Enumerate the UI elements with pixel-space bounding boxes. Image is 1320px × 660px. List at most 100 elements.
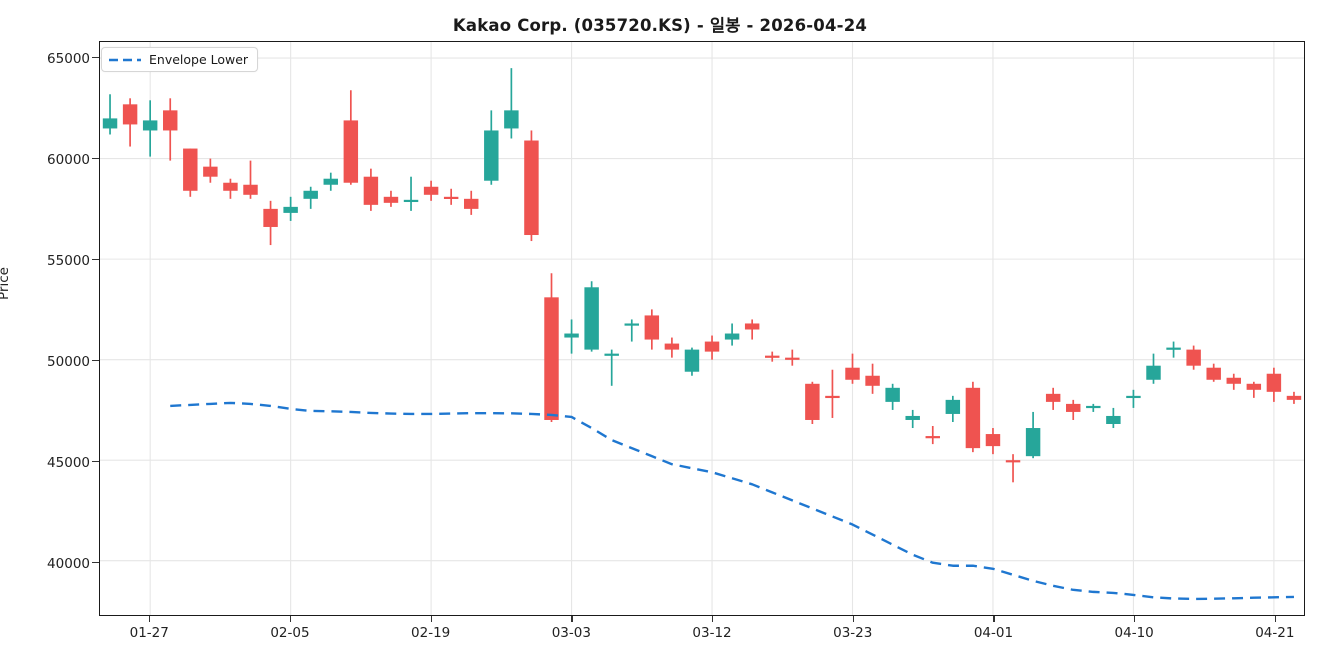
candlestick	[684, 347, 700, 376]
candlestick	[323, 172, 338, 191]
page-title: Kakao Corp. (035720.KS) - 일봉 - 2026-04-2…	[452, 16, 868, 35]
candlestick	[1086, 403, 1101, 412]
candlestick	[825, 369, 840, 418]
candlestick	[604, 349, 619, 386]
candlestick	[403, 176, 419, 211]
candlestick	[504, 68, 519, 139]
y-tick-label: 55000	[47, 252, 90, 269]
candlestick	[624, 319, 639, 342]
legend[interactable]: Envelope Lower	[101, 47, 259, 72]
candlestick	[945, 395, 961, 422]
x-tick-mark	[430, 616, 432, 622]
x-tick-label: 03-12	[692, 625, 732, 641]
legend-item-label: Envelope Lower	[149, 52, 249, 67]
candlestick	[1286, 391, 1302, 404]
candlestick	[845, 353, 860, 384]
envelope-lower-line	[170, 401, 1294, 601]
x-tick-mark	[289, 616, 292, 622]
candlestick	[343, 90, 359, 185]
candlestick	[905, 409, 920, 429]
candlestick	[1106, 407, 1121, 429]
candlestick	[925, 426, 940, 445]
candlestick	[724, 323, 740, 346]
candlestick	[524, 130, 539, 242]
candlestick	[664, 337, 680, 358]
candlestick-series	[102, 68, 1302, 601]
candlestick	[223, 178, 238, 199]
candlestick	[484, 110, 499, 185]
y-tick-mark	[92, 561, 99, 563]
candlestick	[363, 168, 379, 211]
candlestick	[122, 98, 138, 147]
x-tick-label: 02-05	[270, 625, 310, 641]
y-tick-label: 65000	[47, 51, 90, 68]
candlestick	[1166, 341, 1181, 358]
candlestick	[785, 349, 800, 366]
gridlines	[100, 42, 1304, 615]
y-tick-mark	[92, 359, 99, 361]
candlestick	[865, 363, 880, 394]
candlestick	[464, 190, 479, 215]
x-tick-mark	[993, 616, 995, 622]
x-tick-mark	[149, 616, 151, 622]
x-tick-mark	[1134, 616, 1136, 622]
candlestick	[1005, 454, 1021, 483]
y-tick-label: 50000	[47, 353, 90, 370]
candlestick	[1045, 387, 1061, 410]
candlestick	[1206, 363, 1221, 382]
candlestick	[644, 309, 660, 350]
candlestick	[1126, 389, 1141, 408]
candlestick	[243, 160, 258, 199]
candlestick	[544, 273, 559, 422]
candlestick	[765, 351, 780, 362]
candlestick	[303, 186, 318, 209]
candlestick	[263, 200, 278, 246]
y-tick-mark	[92, 258, 99, 261]
candlestick	[163, 98, 178, 161]
candlestick	[183, 148, 198, 197]
envelope-lower-legend-icon	[109, 58, 141, 61]
y-tick-label: 45000	[47, 454, 90, 471]
x-tick-mark	[571, 616, 573, 622]
candlestick	[704, 335, 720, 360]
x-tick-mark	[712, 616, 714, 622]
y-tick-label: 60000	[47, 152, 90, 169]
candlestick	[564, 319, 579, 354]
x-tick-mark	[1274, 616, 1277, 622]
plot-area	[99, 41, 1305, 616]
x-tick-label: 03-23	[833, 625, 873, 641]
candlestick	[1066, 399, 1081, 420]
candlestick	[1186, 345, 1201, 370]
y-tick-mark	[92, 460, 99, 462]
y-tick-label: 40000	[47, 555, 90, 572]
x-tick-label: 04-21	[1255, 625, 1295, 641]
candlestick	[885, 383, 900, 410]
candlestick	[985, 428, 1001, 455]
candlestick	[283, 196, 298, 221]
candlestick	[1266, 367, 1282, 402]
candlestick	[584, 281, 599, 352]
y-axis-title: Price	[0, 267, 12, 300]
candlestick	[203, 158, 218, 183]
candlestick	[1146, 353, 1161, 384]
candlestick	[744, 319, 760, 340]
x-tick-label: 03-03	[551, 625, 591, 641]
x-tick-label: 04-10	[1114, 625, 1154, 641]
y-tick-mark	[92, 158, 99, 160]
candlestick	[142, 100, 158, 157]
x-tick-mark	[852, 616, 854, 622]
candlestick	[1025, 411, 1041, 459]
candlestick	[102, 94, 118, 135]
candlestick	[423, 180, 439, 201]
candlestick	[383, 190, 399, 207]
candlestick	[965, 381, 981, 453]
y-tick-mark	[92, 57, 99, 59]
x-tick-label: 02-19	[411, 625, 451, 641]
candlestick	[1246, 381, 1262, 398]
x-tick-label: 01-27	[129, 625, 169, 641]
x-tick-label: 04-01	[973, 625, 1014, 641]
candlestick	[443, 188, 459, 205]
candlestick	[805, 381, 820, 425]
candlestick	[1226, 373, 1241, 390]
